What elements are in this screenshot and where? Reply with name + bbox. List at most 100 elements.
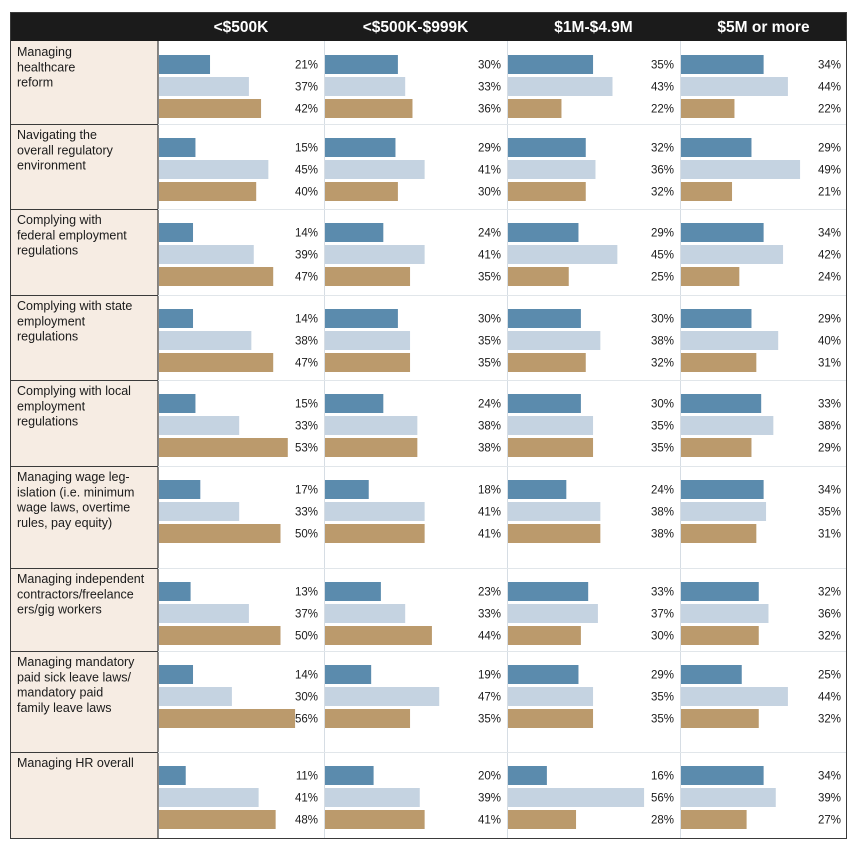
category-label-line: Complying with state: [17, 299, 132, 313]
bar: [325, 267, 411, 286]
data-label: 33%: [818, 399, 841, 411]
data-label: 14%: [295, 314, 318, 326]
bar: [681, 524, 757, 543]
bar: [325, 687, 440, 706]
bar: [325, 665, 372, 684]
data-label: 32%: [651, 143, 674, 155]
data-label: 13%: [295, 587, 318, 599]
data-label: 31%: [818, 529, 841, 541]
data-label: 41%: [478, 815, 501, 827]
bar: [159, 160, 269, 179]
bar: [159, 309, 194, 328]
category-label-line: Managing: [17, 45, 72, 59]
category-label-line: rules, pay equity): [17, 516, 112, 530]
data-label: 24%: [651, 485, 674, 497]
bar: [159, 709, 296, 728]
bar: [159, 480, 201, 499]
bar: [159, 582, 191, 601]
data-label: 19%: [478, 670, 501, 682]
bar: [508, 267, 569, 286]
data-label: 24%: [818, 272, 841, 284]
bar: [159, 766, 186, 785]
category-label-line: Managing mandatory: [17, 655, 135, 669]
bar: [325, 99, 413, 118]
data-label: 29%: [478, 143, 501, 155]
category-label-line: Managing HR overall: [17, 756, 134, 770]
bar: [681, 665, 742, 684]
bar: [325, 604, 406, 623]
category-label-line: islation (i.e. minimum: [17, 485, 134, 499]
data-label: 30%: [478, 60, 501, 72]
data-label: 29%: [818, 314, 841, 326]
category-label-line: Managing independent: [17, 572, 145, 586]
bar: [681, 394, 762, 413]
data-label: 35%: [478, 336, 501, 348]
bar: [159, 687, 232, 706]
data-label: 37%: [295, 82, 318, 94]
data-label: 53%: [295, 443, 318, 455]
bar: [681, 766, 764, 785]
bar: [508, 604, 598, 623]
bar: [508, 709, 594, 728]
bar: [159, 626, 281, 645]
data-label: 24%: [478, 399, 501, 411]
category-label-line: mandatory paid: [17, 686, 103, 700]
data-label: 32%: [651, 187, 674, 199]
data-label: 41%: [295, 793, 318, 805]
data-label: 33%: [295, 507, 318, 519]
category-label-line: employment: [17, 399, 86, 413]
data-label: 33%: [478, 82, 501, 94]
category-label-line: family leave laws: [17, 701, 111, 715]
data-label: 29%: [818, 143, 841, 155]
bar: [681, 331, 779, 350]
data-label: 44%: [818, 692, 841, 704]
data-label: 34%: [818, 485, 841, 497]
bar: [159, 245, 254, 264]
bar: [681, 480, 764, 499]
bar: [325, 160, 425, 179]
data-label: 38%: [478, 443, 501, 455]
data-label: 29%: [818, 443, 841, 455]
category-label-line: Managing wage leg-: [17, 470, 130, 484]
data-label: 56%: [651, 793, 674, 805]
data-label: 35%: [651, 60, 674, 72]
data-label: 30%: [295, 692, 318, 704]
bar: [681, 267, 740, 286]
bar: [159, 788, 259, 807]
category-label-line: regulations: [17, 330, 78, 344]
data-label: 35%: [651, 692, 674, 704]
data-label: 50%: [295, 631, 318, 643]
category-label: Managing independent contractors/freelanc…: [17, 572, 145, 617]
data-label: 38%: [478, 421, 501, 433]
data-label: 35%: [818, 507, 841, 519]
data-label: 36%: [651, 165, 674, 177]
bar: [508, 223, 579, 242]
bar: [681, 788, 776, 807]
bar: [508, 55, 594, 74]
data-label: 47%: [478, 692, 501, 704]
bar: [681, 709, 759, 728]
data-label: 50%: [295, 529, 318, 541]
bar: [508, 309, 581, 328]
bar: [681, 353, 757, 372]
data-label: 43%: [651, 82, 674, 94]
data-label: 35%: [651, 443, 674, 455]
column-header: <$500K-$999K: [363, 19, 469, 36]
data-label: 35%: [651, 714, 674, 726]
bar: [325, 788, 420, 807]
data-label: 36%: [818, 609, 841, 621]
column-header: $5M or more: [717, 19, 810, 36]
bar: [159, 438, 288, 457]
category-label-line: Complying with: [17, 213, 102, 227]
bar: [159, 353, 274, 372]
bar: [508, 502, 601, 521]
bar: [325, 331, 411, 350]
data-label: 20%: [478, 771, 501, 783]
data-label: 11%: [296, 771, 318, 783]
bar: [508, 138, 586, 157]
bar: [159, 99, 262, 118]
bar: [508, 582, 589, 601]
data-label: 16%: [651, 771, 674, 783]
data-label: 34%: [818, 60, 841, 72]
data-label: 39%: [818, 793, 841, 805]
